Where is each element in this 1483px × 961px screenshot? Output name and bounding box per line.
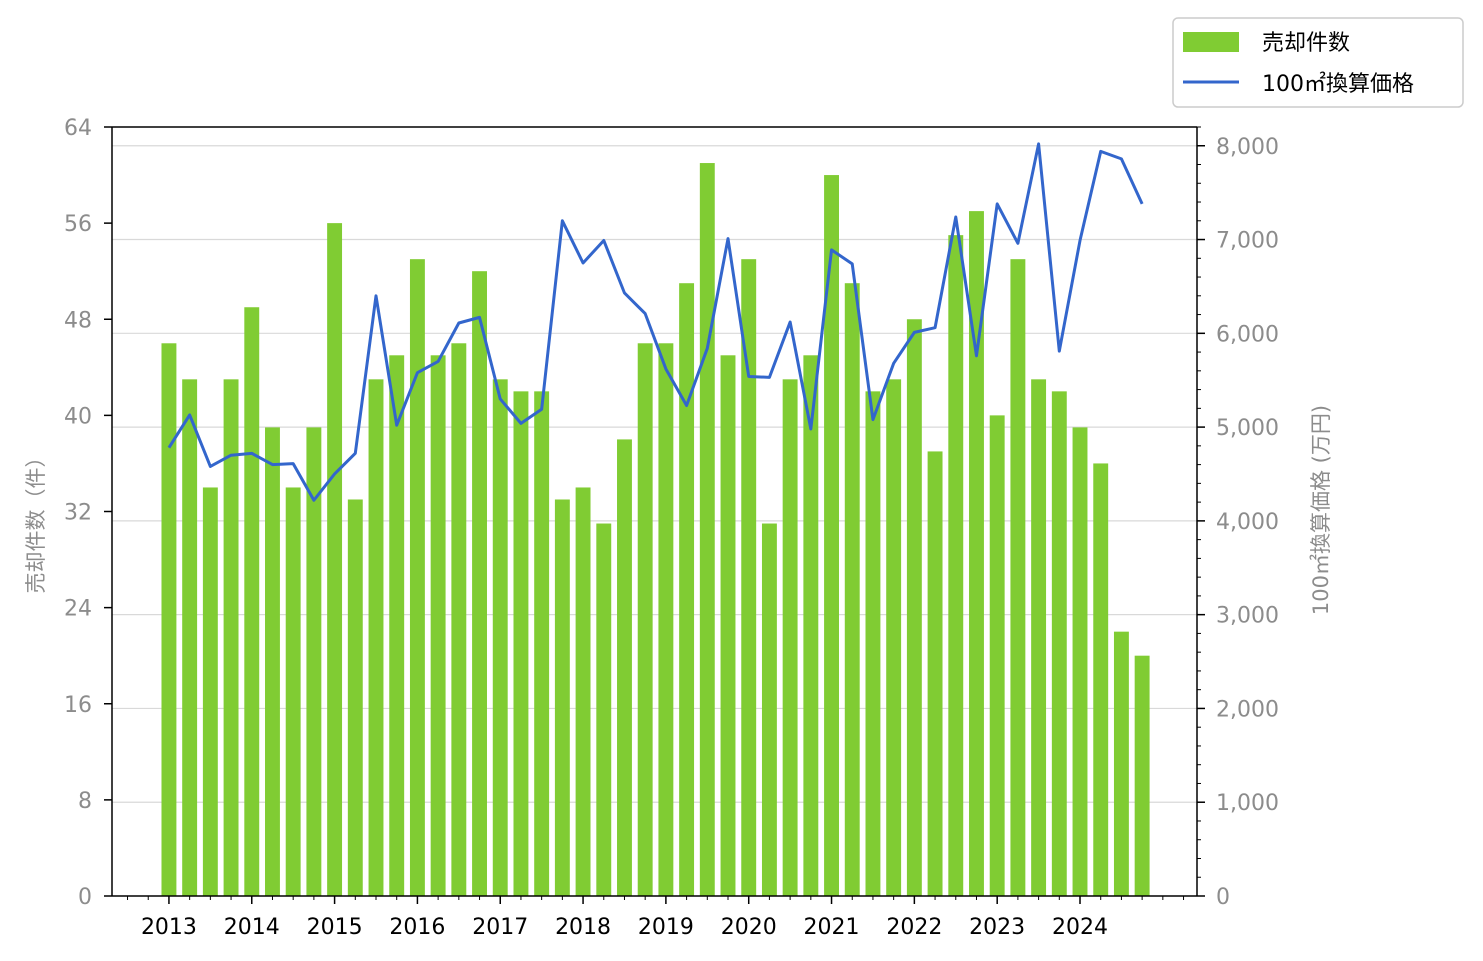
y-left-tick-label: 48 <box>64 308 92 333</box>
y-right-tick-label: 0 <box>1216 885 1230 910</box>
bar-2017Q4 <box>554 499 570 896</box>
bar-2024Q1 <box>1072 427 1088 896</box>
y-right-tick-label: 3,000 <box>1216 604 1279 629</box>
bar-2017Q1 <box>492 379 508 896</box>
x-tick-label: 2016 <box>389 915 445 940</box>
x-tick-label: 2021 <box>804 915 860 940</box>
y-left-tick-label: 8 <box>78 789 92 814</box>
x-tick-label: 2019 <box>638 915 694 940</box>
bar-2023Q2 <box>1010 259 1026 896</box>
bar-2019Q1 <box>658 343 674 896</box>
bar-2022Q3 <box>948 235 964 896</box>
legend-box <box>1172 17 1464 108</box>
price-line <box>167 142 1144 502</box>
bar-2016Q2 <box>430 355 446 896</box>
x-tick-label: 2018 <box>555 915 611 940</box>
bar-2020Q2 <box>761 523 777 896</box>
bar-2017Q3 <box>534 391 550 896</box>
bar-2013Q3 <box>202 487 218 896</box>
bar-2024Q4 <box>1134 655 1150 896</box>
y-left-tick-label: 24 <box>64 597 92 622</box>
bar-2021Q3 <box>865 391 881 896</box>
x-tick-label: 2013 <box>141 915 197 940</box>
bar-2015Q4 <box>389 355 405 896</box>
y-left-tick-label: 0 <box>78 885 92 910</box>
bar-2019Q4 <box>720 355 736 896</box>
y-right-tick-label: 8,000 <box>1216 135 1279 160</box>
bar-2013Q4 <box>223 379 239 896</box>
bar-2024Q3 <box>1113 631 1129 896</box>
bar-2019Q2 <box>679 283 695 896</box>
x-tick-label: 2015 <box>307 915 363 940</box>
legend-line-label: 100㎡換算価格 <box>1262 71 1414 97</box>
bar-2022Q4 <box>969 211 984 896</box>
bar-2023Q3 <box>1031 379 1047 896</box>
y-right-tick-label: 2,000 <box>1216 697 1279 722</box>
y-axis-right-title: 100㎡換算価格 (万円) <box>1309 405 1333 615</box>
x-tick-label: 2014 <box>224 915 280 940</box>
bar-2014Q1 <box>244 307 260 896</box>
x-tick-label: 2024 <box>1052 915 1108 940</box>
bar-2020Q1 <box>741 259 757 896</box>
bar-2013Q2 <box>182 379 198 896</box>
bar-2016Q1 <box>409 259 425 896</box>
bar-2022Q2 <box>927 451 943 896</box>
bar-2020Q3 <box>782 379 798 896</box>
legend-bar-swatch <box>1183 32 1239 52</box>
bar-2013Q1 <box>161 343 177 896</box>
bar-2018Q3 <box>617 439 632 896</box>
bar-2014Q3 <box>285 487 301 896</box>
y-left-tick-label: 56 <box>64 212 92 237</box>
bar-2024Q2 <box>1093 463 1109 896</box>
y-left-tick-label: 16 <box>64 693 92 718</box>
line-series <box>167 142 1144 502</box>
y-left-tick-label: 32 <box>64 501 92 526</box>
bar-2019Q3 <box>699 163 715 896</box>
x-tick-label: 2017 <box>472 915 528 940</box>
bar-2015Q1 <box>327 223 343 896</box>
bar-2016Q3 <box>451 343 467 896</box>
bar-2021Q2 <box>844 283 860 896</box>
y-right-tick-label: 7,000 <box>1216 229 1279 254</box>
bar-series <box>161 163 1150 896</box>
y-left-tick-label: 64 <box>64 116 92 141</box>
bar-2020Q4 <box>803 355 819 896</box>
x-tick-label: 2020 <box>721 915 777 940</box>
bar-2022Q1 <box>906 319 922 896</box>
bar-2015Q2 <box>347 499 363 896</box>
y-right-tick-label: 1,000 <box>1216 791 1279 816</box>
bar-2018Q2 <box>596 523 612 896</box>
bar-2018Q4 <box>637 343 653 896</box>
bar-2023Q1 <box>989 415 1005 896</box>
bar-2016Q4 <box>472 271 487 896</box>
bar-2017Q2 <box>513 391 529 896</box>
y-right-tick-label: 5,000 <box>1216 416 1279 441</box>
y-right-tick-label: 4,000 <box>1216 510 1279 535</box>
y-right-tick-label: 6,000 <box>1216 322 1279 347</box>
bar-2018Q1 <box>575 487 591 896</box>
x-tick-label: 2023 <box>969 915 1025 940</box>
bar-2014Q2 <box>265 427 280 896</box>
legend-bar-label: 売却件数 <box>1262 31 1350 56</box>
bar-2014Q4 <box>306 427 322 896</box>
bar-2023Q4 <box>1051 391 1067 896</box>
bar-2021Q4 <box>886 379 902 896</box>
x-tick-label: 2022 <box>886 915 942 940</box>
y-axis-left-title: 売却件数（件） <box>24 447 48 594</box>
bar-2021Q1 <box>824 175 839 896</box>
legend: 売却件数 100㎡換算価格 <box>1172 17 1464 108</box>
bar-2015Q3 <box>368 379 384 896</box>
y-left-tick-label: 40 <box>64 404 92 429</box>
axes: 0 8 16 24 32 40 48 56 64 0 1,000 2,000 3,000 4,000 5,0… <box>64 116 1279 940</box>
